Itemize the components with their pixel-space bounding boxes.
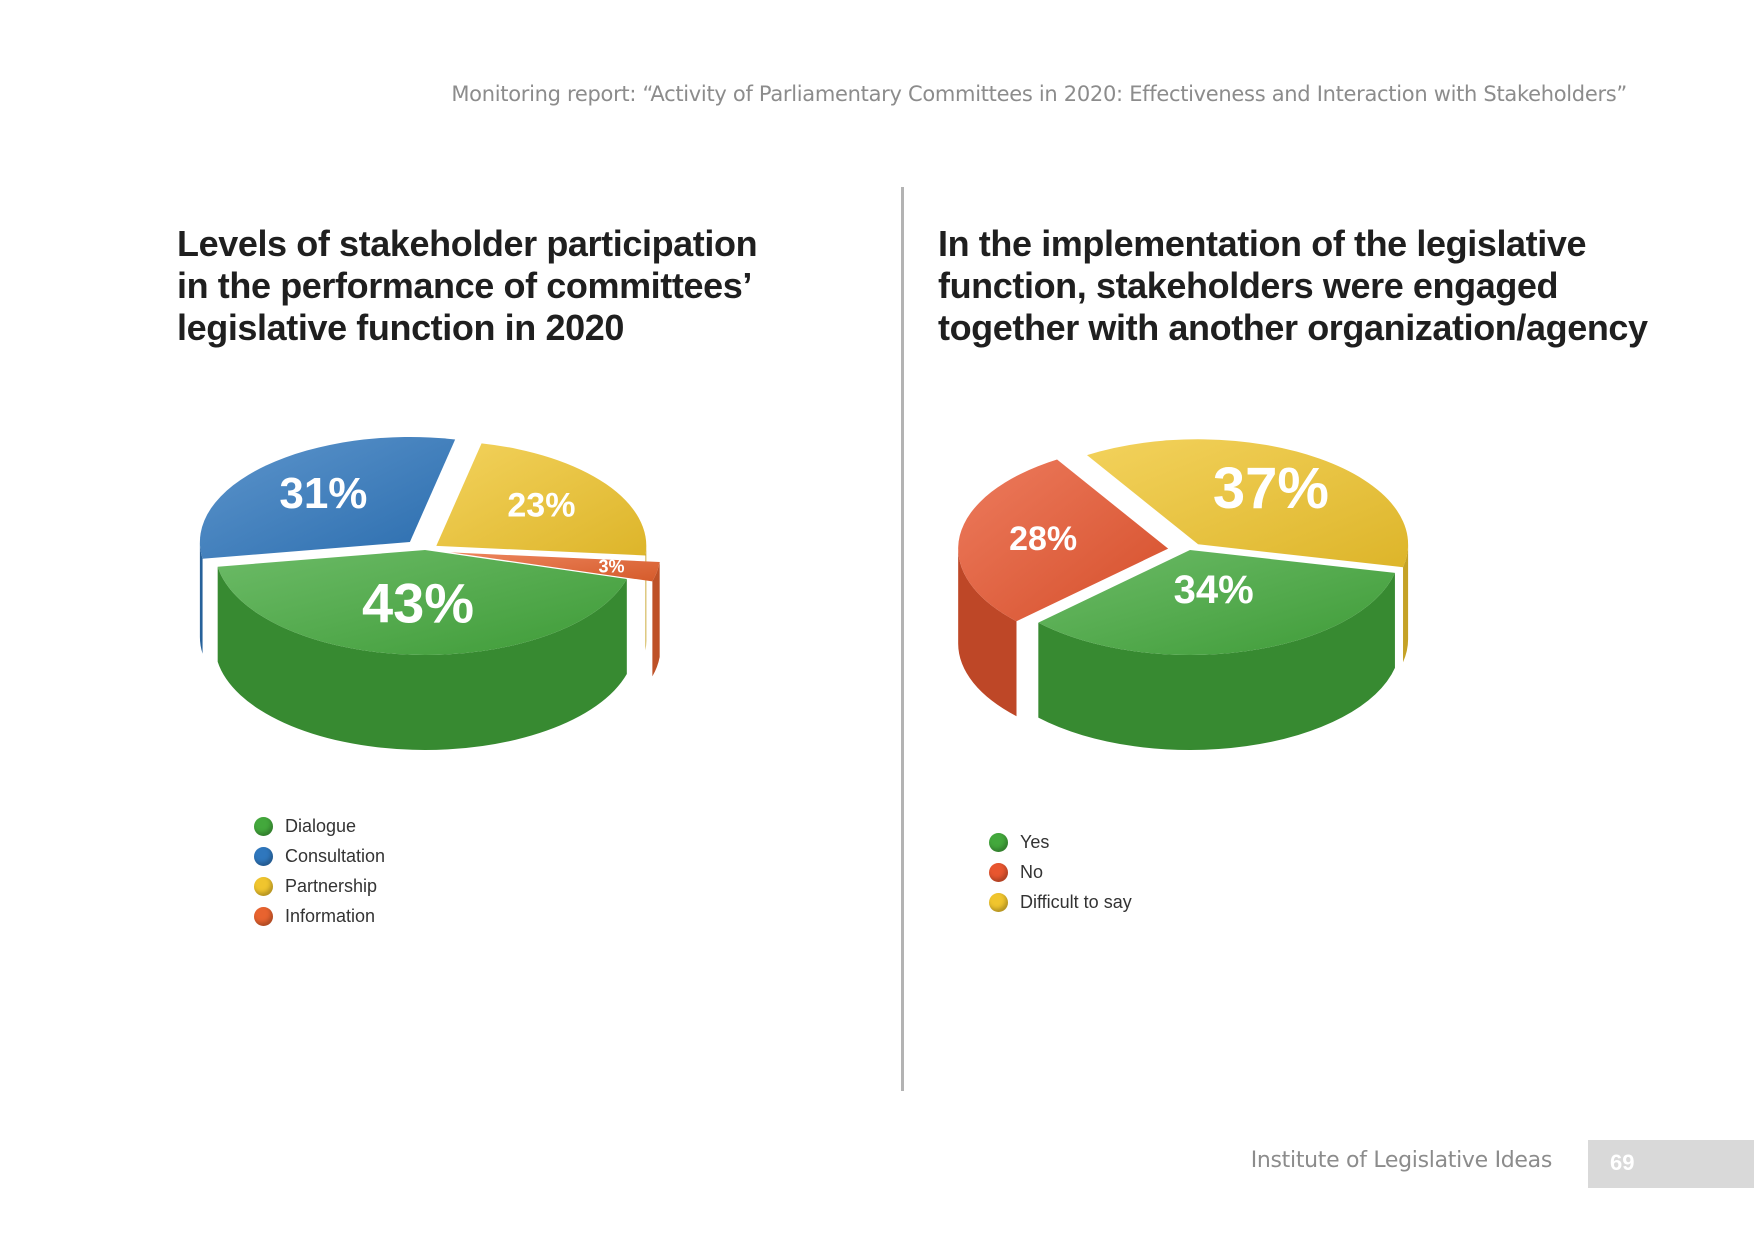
- chart-title-right-line-3: together with another organization/agenc…: [938, 307, 1648, 348]
- pie-slice-side: [958, 548, 1017, 717]
- pie-chart-right: 34% 28% 37%: [958, 439, 1409, 750]
- pie-slice-no: [958, 459, 1169, 622]
- pie-value-label: 34%: [1174, 568, 1254, 612]
- pie-slice-partnership: [436, 443, 647, 556]
- legend-item-partnership: Partnership: [254, 871, 385, 901]
- legend-item-no: No: [989, 857, 1132, 887]
- pie-slice-information: [450, 552, 660, 582]
- pie-slice-dialogue: [217, 550, 627, 656]
- legend-swatch: [989, 892, 1008, 912]
- legend-left: Dialogue Consultation Partnership Inform…: [254, 811, 385, 931]
- pie-slice-side: [217, 566, 627, 750]
- running-header: Monitoring report: “Activity of Parliame…: [451, 82, 1627, 106]
- footer-organization: Institute of Legislative Ideas: [1250, 1148, 1553, 1173]
- legend-label: Consultation: [285, 845, 386, 866]
- chart-title-right: In the implementation of the legislative…: [938, 223, 1648, 349]
- page-number-box: 69: [1588, 1140, 1754, 1188]
- pie-slice-side: [652, 561, 660, 677]
- legend-label: Information: [285, 905, 376, 926]
- legend-swatch: [989, 862, 1008, 882]
- legend-swatch: [254, 876, 273, 896]
- pie-slice-side: [1038, 572, 1395, 750]
- legend-item-information: Information: [254, 901, 385, 931]
- column-divider: [901, 187, 904, 1091]
- legend-swatch: [254, 816, 273, 836]
- chart-title-right-line-2: function, stakeholders were engaged: [938, 265, 1559, 306]
- pie-value-label: 37%: [1213, 456, 1329, 521]
- legend-item-yes: Yes: [989, 827, 1132, 857]
- legend-swatch: [254, 846, 273, 866]
- chart-title-left: Levels of stakeholder participation in t…: [177, 223, 758, 349]
- legend-item-consultation: Consultation: [254, 841, 385, 871]
- pie-value-label: 31%: [279, 469, 367, 518]
- pie-slice-side: [199, 542, 203, 654]
- legend-label: Yes: [1020, 831, 1050, 852]
- legend-swatch: [989, 832, 1008, 852]
- page-number: 69: [1610, 1150, 1635, 1175]
- pie-chart-left: 43% 31% 23% 3%: [199, 437, 660, 750]
- chart-title-right-line-1: In the implementation of the legislative: [938, 223, 1587, 264]
- pie-slice-difficult-to-say: [1086, 439, 1409, 568]
- pie-value-label: 43%: [362, 571, 474, 634]
- legend-swatch: [254, 906, 273, 926]
- pie-slice-yes: [1038, 550, 1395, 655]
- legend-right: Yes No Difficult to say: [989, 827, 1132, 917]
- chart-title-left-line-2: in the performance of committees’: [177, 265, 752, 306]
- pie-slice-side: [1403, 544, 1409, 663]
- pie-value-label: 3%: [599, 556, 625, 576]
- legend-label: Difficult to say: [1020, 891, 1132, 912]
- legend-item-difficult-to-say: Difficult to say: [989, 887, 1132, 917]
- pie-slice-consultation: [199, 437, 456, 559]
- legend-label: Partnership: [285, 875, 378, 896]
- chart-title-left-line-3: legislative function in 2020: [177, 307, 624, 348]
- legend-label: No: [1020, 861, 1044, 882]
- chart-title-left-line-1: Levels of stakeholder participation: [177, 223, 758, 264]
- pie-value-label: 23%: [507, 486, 575, 524]
- pie-value-label: 28%: [1009, 520, 1077, 558]
- legend-item-dialogue: Dialogue: [254, 811, 385, 841]
- legend-label: Dialogue: [285, 815, 357, 836]
